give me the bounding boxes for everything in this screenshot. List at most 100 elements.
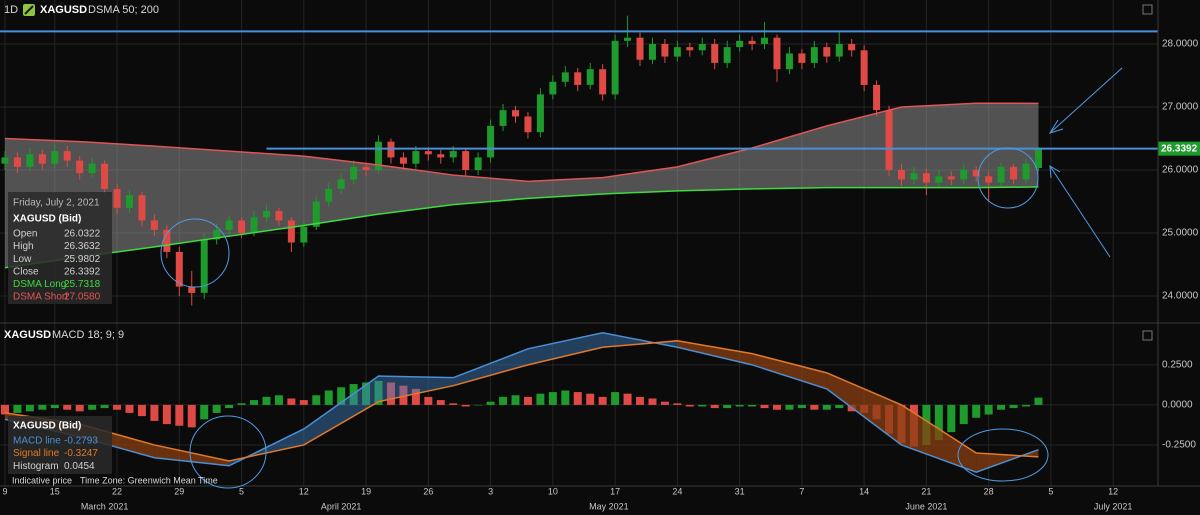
candle-body (312, 201, 320, 227)
tooltip-value: 26.3392 (64, 266, 101, 277)
histogram-bar (1009, 404, 1018, 409)
histogram-bar (25, 404, 34, 412)
candle-body (997, 166, 1005, 183)
x-tick-label: 19 (361, 486, 371, 496)
histogram-bar (312, 395, 321, 405)
histogram-bar (934, 404, 943, 441)
x-tick-label: 5 (239, 486, 244, 496)
candle-body (499, 110, 507, 126)
macd-line (4, 332, 1039, 473)
histogram-bar (162, 404, 171, 425)
macd-line (4, 340, 1039, 462)
tooltip-value: -0.3247 (64, 448, 98, 459)
x-tick-label: 29 (174, 486, 184, 496)
month-label: July 2021 (1094, 501, 1133, 511)
candle-body (1, 157, 9, 164)
macd-fill (378, 376, 454, 402)
x-tick-label: 10 (548, 486, 558, 496)
candle-body (26, 154, 34, 167)
candle-body (1010, 166, 1018, 180)
candle-body (885, 110, 893, 171)
x-tick-label: 31 (735, 486, 745, 496)
histogram-bar (748, 404, 757, 407)
histogram-bar (299, 400, 308, 405)
tooltip-value: 26.3632 (64, 241, 101, 252)
candle-body (511, 110, 519, 117)
histogram-bar (287, 398, 296, 405)
macd-fill (453, 348, 528, 386)
histogram-bar (486, 401, 495, 405)
candle-body (188, 286, 196, 293)
histogram-bar (100, 404, 109, 409)
x-tick-label: 21 (921, 486, 931, 496)
macd-fill (752, 353, 827, 389)
candle-body (150, 220, 158, 230)
histogram-bar (1022, 404, 1031, 407)
candle-body (935, 176, 943, 183)
histogram-bar (586, 393, 595, 405)
histogram-bar (38, 404, 47, 410)
histogram-bar (262, 396, 271, 405)
month-label: March 2021 (81, 501, 129, 511)
candle-body (113, 188, 121, 208)
candle-body (325, 188, 333, 202)
panel-button[interactable] (1142, 330, 1153, 341)
symbol[interactable]: XAGUSD (40, 4, 87, 16)
candle-body (76, 160, 84, 174)
candle-body (213, 229, 221, 240)
annotation-circle (957, 428, 1049, 482)
candle-body (798, 53, 806, 63)
annotation-circle (189, 415, 267, 489)
x-tick-label: 14 (859, 486, 869, 496)
annotation-arrowhead (1048, 119, 1064, 134)
month-label: April 2021 (321, 501, 362, 511)
candle-body (163, 229, 171, 252)
tooltip-label: High (13, 241, 34, 252)
y-tick-label: 24.0000 (1162, 291, 1199, 302)
dsma-line (4, 186, 1039, 269)
macd-fill (303, 376, 379, 445)
candle-body (287, 220, 295, 243)
candle-body (711, 43, 719, 63)
last-price-label: 26.3392 (1161, 143, 1198, 154)
panel-button[interactable] (1142, 4, 1153, 15)
interval[interactable]: 1D (4, 4, 18, 16)
x-tick-label: 7 (799, 486, 804, 496)
histogram-bar (13, 404, 22, 413)
tooltip-date: Friday, July 2, 2021 (13, 198, 100, 209)
candle-body (586, 69, 594, 85)
x-tick-label: 5 (1048, 486, 1053, 496)
tooltips: Friday, July 2, 2021 XAGUSD (Bid) Open 26.0… (13, 198, 101, 472)
candle-body (611, 40, 619, 95)
histogram-bar (611, 392, 620, 405)
candle-body (424, 151, 432, 155)
candle-body (449, 151, 457, 158)
y-tick-label: 26.0000 (1162, 165, 1199, 176)
x-tick-label: 26 (423, 486, 433, 496)
tooltip-source: XAGUSD (Bid) (13, 214, 81, 225)
histogram-bar (698, 404, 707, 407)
histogram-bar (573, 392, 582, 405)
tooltip-value: 26.0322 (64, 229, 101, 240)
candle-body (125, 195, 133, 208)
macd-fill (677, 340, 753, 365)
histogram-bar (399, 385, 408, 405)
x-tick-label: 17 (610, 486, 620, 496)
histogram-bar (499, 396, 508, 405)
tooltip-value: 0.0454 (64, 461, 95, 472)
tooltip-label: DSMA Short (13, 292, 68, 303)
histogram-bar (225, 404, 234, 409)
candle-body (960, 170, 968, 180)
histogram-bar (511, 395, 520, 405)
histogram-bar (424, 396, 433, 405)
histogram-bar (362, 382, 371, 405)
tooltip-value: -0.2793 (64, 436, 98, 447)
histogram-bar (175, 404, 184, 426)
candle-body (835, 43, 843, 57)
candle-body (947, 176, 955, 180)
histogram-bar (523, 396, 532, 405)
annotation-circle (160, 218, 230, 288)
candle-body (487, 125, 495, 158)
candle-body (686, 47, 694, 51)
histogram-bar (50, 404, 59, 409)
